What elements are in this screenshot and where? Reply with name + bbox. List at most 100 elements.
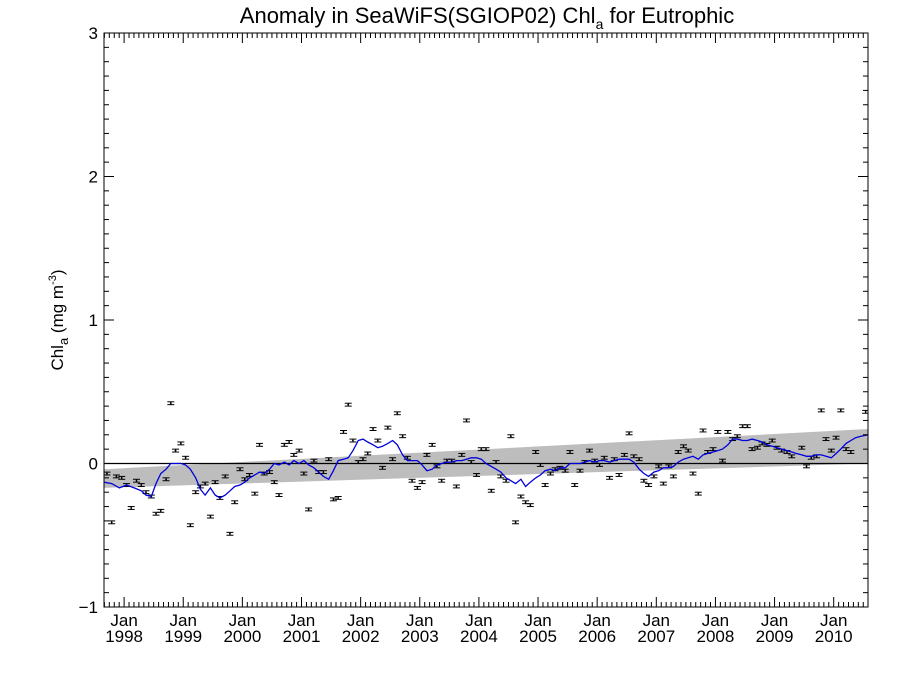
data-point bbox=[285, 440, 293, 444]
plot-area bbox=[104, 401, 868, 536]
x-tick-month-label: Jan bbox=[110, 611, 137, 630]
x-tick-month-label: Jan bbox=[761, 611, 788, 630]
data-point bbox=[452, 484, 460, 489]
data-point bbox=[689, 471, 697, 476]
data-point-marker bbox=[381, 466, 384, 469]
data-point bbox=[310, 458, 318, 463]
data-point-marker bbox=[475, 474, 478, 476]
data-point-marker bbox=[519, 495, 522, 498]
data-point-marker bbox=[229, 532, 231, 535]
data-point-marker bbox=[746, 425, 749, 428]
data-point bbox=[517, 494, 525, 499]
data-point bbox=[201, 481, 209, 486]
data-point-marker bbox=[786, 451, 788, 453]
data-point-marker bbox=[322, 471, 325, 474]
data-point bbox=[674, 450, 682, 454]
data-point-marker bbox=[642, 479, 645, 482]
data-point-marker bbox=[608, 476, 611, 479]
data-point-marker bbox=[233, 501, 236, 504]
data-point bbox=[231, 500, 239, 505]
data-point-marker bbox=[411, 479, 413, 482]
x-tick-month-label: Jan bbox=[288, 611, 315, 630]
data-point-marker bbox=[155, 512, 157, 515]
data-point bbox=[699, 428, 707, 433]
data-point bbox=[186, 523, 194, 528]
data-point bbox=[576, 468, 584, 473]
data-point bbox=[532, 450, 540, 454]
data-point-marker bbox=[820, 409, 823, 412]
data-point-marker bbox=[248, 474, 251, 476]
trend-band bbox=[104, 429, 868, 488]
data-point-marker bbox=[416, 486, 419, 489]
x-tick-month-label: Jan bbox=[465, 611, 492, 630]
data-point-marker bbox=[352, 439, 354, 442]
data-point bbox=[428, 442, 436, 447]
data-point-marker bbox=[214, 481, 217, 484]
data-point-marker bbox=[253, 492, 256, 495]
data-point bbox=[369, 427, 377, 431]
data-point-marker bbox=[623, 453, 626, 456]
data-point bbox=[137, 483, 145, 487]
data-point-marker bbox=[298, 449, 301, 452]
data-point-marker bbox=[505, 479, 508, 482]
data-point bbox=[541, 483, 549, 487]
data-point-marker bbox=[372, 428, 374, 430]
data-point-marker bbox=[741, 425, 744, 428]
data-point bbox=[275, 493, 283, 498]
x-tick-month-label: Jan bbox=[643, 611, 670, 630]
data-point bbox=[487, 488, 495, 493]
data-point bbox=[133, 478, 141, 483]
y-axis-title: Chla (mg m-3) bbox=[47, 269, 71, 370]
data-point-marker bbox=[845, 448, 848, 451]
chart-title-main: Anomaly in SeaWiFS(SGIOP02) Chl bbox=[240, 3, 596, 28]
data-point-marker bbox=[421, 481, 424, 484]
x-tick-year-label: 2004 bbox=[460, 627, 498, 646]
data-point-marker bbox=[499, 475, 502, 478]
data-point-marker bbox=[189, 524, 192, 527]
data-point bbox=[748, 447, 756, 452]
data-point bbox=[733, 434, 741, 439]
data-point-marker bbox=[376, 439, 379, 442]
data-point-marker bbox=[204, 482, 207, 485]
data-point-marker bbox=[174, 449, 177, 452]
data-point-marker bbox=[672, 475, 675, 478]
data-point-marker bbox=[243, 478, 246, 481]
data-point bbox=[256, 442, 264, 447]
data-point bbox=[305, 507, 313, 512]
x-tick-year-label: 2006 bbox=[578, 627, 616, 646]
data-point-marker bbox=[564, 469, 567, 472]
data-point bbox=[684, 448, 692, 453]
data-point bbox=[245, 473, 253, 477]
data-point bbox=[226, 531, 234, 536]
data-point-marker bbox=[780, 449, 783, 452]
data-point-marker bbox=[573, 484, 576, 486]
data-point-marker bbox=[613, 458, 616, 461]
data-point-marker bbox=[120, 476, 123, 479]
data-point bbox=[408, 478, 416, 483]
data-point-marker bbox=[529, 504, 532, 507]
data-point bbox=[379, 465, 387, 470]
data-point-marker bbox=[460, 453, 463, 456]
x-tick-year-label: 1999 bbox=[164, 627, 202, 646]
data-point bbox=[571, 483, 579, 487]
data-point bbox=[650, 474, 658, 479]
data-point bbox=[334, 496, 342, 500]
axes: −10123Jan1998Jan1999Jan2000Jan2001Jan200… bbox=[79, 24, 869, 646]
data-point bbox=[615, 473, 623, 477]
data-point bbox=[325, 457, 333, 462]
data-point-marker bbox=[145, 491, 147, 494]
data-point-marker bbox=[239, 468, 241, 471]
y-axis-title-close: ) bbox=[48, 269, 67, 275]
data-point bbox=[319, 470, 327, 475]
data-point-marker bbox=[667, 465, 670, 468]
data-point-marker bbox=[357, 461, 360, 463]
x-tick-month-label: Jan bbox=[820, 611, 847, 630]
data-point bbox=[507, 434, 515, 439]
data-point-marker bbox=[440, 479, 443, 482]
x-tick-year-label: 2005 bbox=[519, 627, 557, 646]
data-point-marker bbox=[632, 455, 635, 458]
data-point bbox=[832, 435, 840, 440]
data-point-marker bbox=[534, 451, 537, 453]
data-point-marker bbox=[470, 461, 473, 463]
